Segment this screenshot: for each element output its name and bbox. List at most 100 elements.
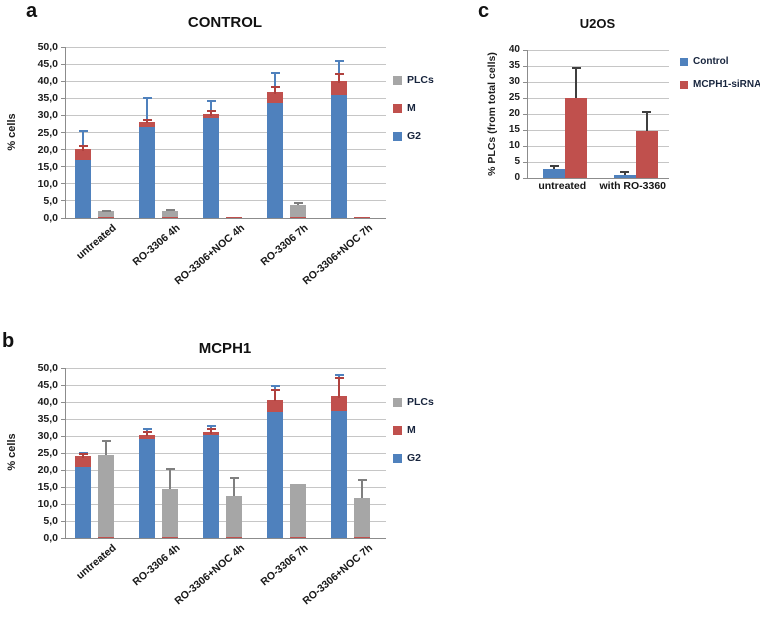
bar-plc xyxy=(290,483,306,537)
legend-swatch xyxy=(393,103,402,113)
error-bar-m xyxy=(274,87,276,94)
error-bar xyxy=(623,171,626,175)
bar-plc xyxy=(354,497,370,537)
legend-item: M xyxy=(393,102,434,114)
gridline xyxy=(528,145,669,147)
gridline xyxy=(66,486,386,488)
x-category-label: RO-3306+NOC 7h xyxy=(300,222,375,288)
bar-m xyxy=(203,114,219,118)
error-bar-g2-cap xyxy=(78,129,88,132)
error-bar-plc-cap xyxy=(165,467,175,470)
bar-m xyxy=(203,431,219,436)
legend-item: M xyxy=(393,424,434,436)
y-tick-label: 5,0 xyxy=(43,194,58,207)
error-bar-plc xyxy=(105,441,107,456)
gridline xyxy=(66,452,386,454)
bar-m-base xyxy=(162,536,178,538)
legend-item: G2 xyxy=(393,130,434,142)
error-bar-plc-cap xyxy=(101,209,111,212)
panel-c: c U2OS % PLCs (from total cells) Control… xyxy=(460,0,760,230)
legend-swatch xyxy=(393,75,402,85)
bar-plc xyxy=(162,489,178,537)
error-bar-cap xyxy=(642,111,652,114)
error-bar-cap xyxy=(620,170,630,173)
gridline xyxy=(66,469,386,471)
y-tick-label: 5 xyxy=(514,156,520,167)
y-tick-label: 15,0 xyxy=(37,160,58,173)
bar-g2 xyxy=(139,439,155,538)
y-tick-label: 10,0 xyxy=(37,498,58,510)
x-category-label: untreated xyxy=(74,542,119,582)
y-tick-label: 40,0 xyxy=(37,396,58,408)
gridline xyxy=(528,81,669,83)
panel-b: b MCPH1 % cells PLCs M G2 0,0 5,0 10,0 15,0 20… xyxy=(0,330,460,620)
gridline xyxy=(66,435,386,437)
x-category-label: with RO-3360 xyxy=(599,180,667,192)
error-bar-m-cap xyxy=(78,453,88,456)
plot-frame xyxy=(61,367,386,539)
error-bar-g2 xyxy=(338,60,340,82)
bar-m-base xyxy=(98,216,114,218)
error-bar-g2 xyxy=(146,98,148,122)
y-tickmark xyxy=(61,418,65,420)
bar-m-base xyxy=(290,216,306,218)
gridline xyxy=(66,97,386,99)
legend-label: G2 xyxy=(407,130,422,142)
gridline xyxy=(66,384,386,386)
error-bar-plc xyxy=(361,480,363,498)
y-tickmark xyxy=(61,114,65,116)
legend-label: M xyxy=(407,102,416,114)
legend-swatch xyxy=(680,57,688,66)
bar-mcph1-sirna xyxy=(565,98,588,178)
panel-a-letter: a xyxy=(26,0,38,22)
y-tickmark xyxy=(61,97,65,99)
legend-swatch xyxy=(393,425,402,435)
y-tickmark xyxy=(523,81,527,83)
y-tickmark xyxy=(61,503,65,505)
error-bar-plc xyxy=(169,468,171,490)
y-tickmark xyxy=(61,217,65,219)
legend-swatch xyxy=(393,131,402,141)
bar-m-base xyxy=(290,536,306,538)
error-bar-g2-cap xyxy=(334,59,344,62)
legend-item: PLCs xyxy=(393,396,434,408)
legend-swatch xyxy=(680,80,688,89)
y-tickmark xyxy=(523,65,527,67)
y-tick-label: 10,0 xyxy=(37,177,58,190)
y-tickmark xyxy=(61,80,65,82)
y-tickmark xyxy=(61,520,65,522)
y-tick-label: 15 xyxy=(508,124,520,135)
error-bar-m-cap xyxy=(270,388,280,391)
x-category-label: untreated xyxy=(538,180,587,192)
error-bar-plc xyxy=(297,202,299,205)
bar-m xyxy=(267,92,283,104)
error-bar-m-cap xyxy=(142,118,152,121)
x-category-label: RO-3306 4h xyxy=(130,222,183,269)
y-tickmark xyxy=(523,145,527,147)
error-bar-m xyxy=(338,377,340,398)
bar-plc xyxy=(226,495,242,537)
error-bar-g2-cap xyxy=(206,100,216,103)
y-tickmark xyxy=(523,97,527,99)
plot-frame xyxy=(61,46,386,219)
error-bar xyxy=(575,67,578,98)
bar-m xyxy=(331,396,347,411)
y-tick-label: 30,0 xyxy=(37,109,58,122)
y-tickmark xyxy=(61,46,65,48)
y-tickmark xyxy=(61,132,65,133)
error-bar-m-cap xyxy=(334,376,344,379)
legend-swatch xyxy=(393,397,402,407)
gridline xyxy=(66,80,386,82)
gridline xyxy=(66,132,386,133)
legend-label: G2 xyxy=(407,452,422,464)
panel-b-title: MCPH1 xyxy=(198,340,252,357)
y-tick-label: 40 xyxy=(508,44,520,55)
y-tickmark xyxy=(523,129,527,131)
gridline xyxy=(66,200,386,202)
y-tick-label: 25,0 xyxy=(37,126,58,139)
gridline xyxy=(66,149,386,151)
error-bar xyxy=(645,112,648,131)
y-tick-label: 30 xyxy=(508,76,520,87)
error-bar-plc-cap xyxy=(357,479,367,482)
x-category-label: RO-3306 4h xyxy=(130,542,183,589)
